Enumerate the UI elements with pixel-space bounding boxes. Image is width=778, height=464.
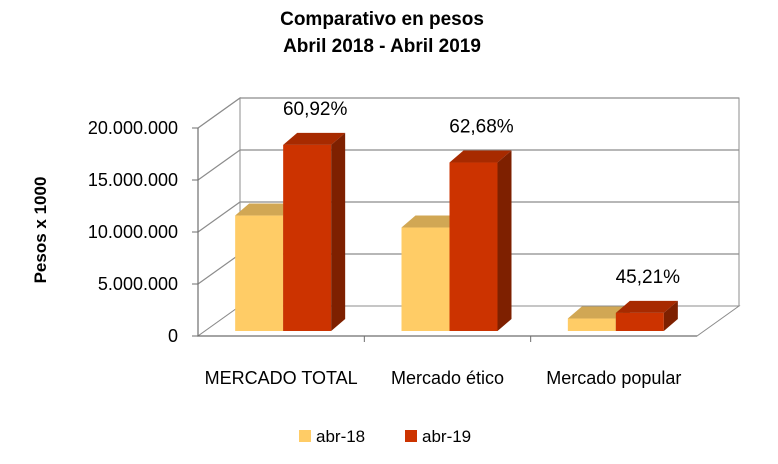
data-label: 60,92%	[283, 99, 348, 120]
chart-title: Comparativo en pesos Abril 2018 - Abril …	[280, 9, 484, 57]
legend-label-abr-19: abr-19	[422, 427, 471, 446]
gridline	[197, 97, 739, 129]
axis-ticks: 0 5.000.000 10.000.000 15.000.000 20.000.000…	[88, 118, 681, 388]
data-label: 45,21%	[616, 267, 681, 288]
y-tick-label: 10.000.000	[88, 222, 178, 242]
bar-top	[449, 150, 512, 163]
legend: abr-18 abr-19	[299, 427, 471, 446]
bar-top	[567, 306, 630, 319]
y-tick-label: 20.000.000	[88, 118, 178, 138]
x-tick-label: Mercado popular	[546, 368, 681, 388]
data-label: 62,68%	[449, 117, 514, 138]
bar-front	[283, 144, 332, 331]
bar-abr-19-0	[283, 132, 346, 331]
legend-swatch-abr-19	[405, 430, 417, 442]
bar-side	[331, 132, 346, 331]
x-tick-label: MERCADO TOTAL	[205, 368, 358, 388]
legend-swatch-abr-18	[299, 430, 311, 442]
bar-abr-19-2	[615, 300, 678, 331]
chart-title-line-2: Abril 2018 - Abril 2019	[283, 36, 481, 57]
y-axis-label: Pesos x 1000	[31, 177, 50, 284]
bars	[235, 132, 678, 331]
bar-top	[615, 300, 678, 313]
y-tick-label: 15.000.000	[88, 170, 178, 190]
y-tick-label: 5.000.000	[98, 274, 178, 294]
legend-label-abr-18: abr-18	[316, 427, 365, 446]
gridline	[197, 149, 739, 181]
data-labels: 60,92% 62,68% 45,21%	[283, 99, 680, 288]
bar-side	[663, 300, 678, 331]
bar-top	[401, 215, 464, 228]
bar-abr-19-1	[449, 150, 512, 331]
bar-front	[401, 227, 450, 331]
x-tick-label: Mercado ético	[391, 368, 504, 388]
bar-front	[449, 162, 498, 331]
bar-front	[567, 318, 616, 331]
y-tick-label: 0	[168, 326, 178, 346]
bar-top	[235, 203, 298, 216]
gridline	[197, 201, 739, 233]
bar-top	[283, 132, 346, 145]
bar-side	[497, 150, 512, 331]
chart-title-line-1: Comparativo en pesos	[280, 9, 484, 30]
bar-front	[615, 312, 664, 331]
bar-front	[235, 215, 284, 331]
